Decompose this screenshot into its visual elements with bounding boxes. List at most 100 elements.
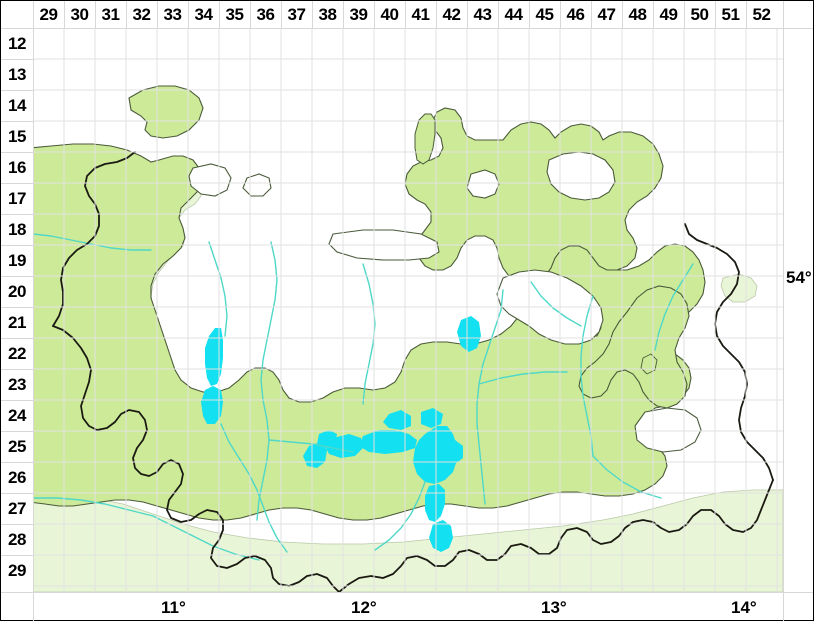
row-header-divider	[1, 183, 33, 184]
column-header-divider	[405, 1, 406, 28]
row-header-divider	[1, 307, 33, 308]
column-header-divider	[436, 1, 437, 28]
column-header-divider	[560, 1, 561, 28]
row-label-12: 12	[8, 34, 26, 53]
column-header-divider	[653, 1, 654, 28]
lake-mueritz-south-basin	[429, 520, 453, 552]
column-header-divider	[64, 1, 65, 28]
row-label-26: 26	[8, 468, 26, 487]
column-header-divider	[715, 1, 716, 28]
column-header-divider	[498, 1, 499, 28]
row-label-16: 16	[8, 158, 26, 177]
column-header-divider	[746, 1, 747, 28]
grid-lines	[33, 28, 783, 592]
row-label-23: 23	[8, 375, 26, 394]
row-header-divider	[1, 524, 33, 525]
column-label-32: 32	[132, 5, 151, 24]
map-svg	[33, 28, 783, 592]
column-label-42: 42	[442, 5, 461, 24]
lake-malchiner-see	[383, 410, 411, 430]
column-label-35: 35	[225, 5, 244, 24]
column-header-divider	[622, 1, 623, 28]
row-header-divider	[1, 152, 33, 153]
mainland-body	[33, 143, 706, 521]
row-header-divider	[1, 90, 33, 91]
state-border	[52, 151, 774, 592]
row-header-divider	[1, 276, 33, 277]
row-header-divider	[1, 493, 33, 494]
row-label-14: 14	[8, 96, 26, 115]
label-column-boundary	[33, 1, 34, 621]
column-label-47: 47	[597, 5, 616, 24]
column-label-30: 30	[70, 5, 89, 24]
column-label-29: 29	[39, 5, 58, 24]
row-label-20: 20	[8, 282, 26, 301]
column-label-34: 34	[194, 5, 213, 24]
lake-kummerower-see	[421, 408, 443, 428]
longitude-label-11deg: 11°	[161, 598, 186, 617]
column-header-divider	[374, 1, 375, 28]
river-west-tributary	[33, 233, 152, 251]
column-header-divider	[343, 1, 344, 28]
column-label-48: 48	[628, 5, 647, 24]
river-warnow-branch	[268, 439, 354, 453]
column-label-41: 41	[411, 5, 430, 24]
row-label-15: 15	[8, 127, 26, 146]
column-label-43: 43	[473, 5, 492, 24]
column-label-39: 39	[349, 5, 368, 24]
row-label-25: 25	[8, 437, 26, 456]
row-header-divider	[1, 369, 33, 370]
column-label-51: 51	[721, 5, 740, 24]
column-header-divider	[312, 1, 313, 28]
column-label-36: 36	[256, 5, 275, 24]
row-label-29: 29	[8, 561, 26, 580]
latitude-label: 54°	[786, 268, 812, 287]
column-header-divider	[591, 1, 592, 28]
column-label-52: 52	[752, 5, 771, 24]
row-header-divider	[1, 555, 33, 556]
row-header-divider	[1, 214, 33, 215]
plot-bottom-boundary	[1, 592, 813, 593]
row-label-17: 17	[8, 189, 26, 208]
lake-mueritz	[413, 426, 457, 484]
column-label-45: 45	[535, 5, 554, 24]
river-stepenitz	[208, 241, 228, 337]
column-label-44: 44	[504, 5, 523, 24]
island-usedom	[578, 285, 690, 409]
column-label-31: 31	[101, 5, 120, 24]
map-plot-area[interactable]	[33, 28, 783, 592]
column-label-50: 50	[690, 5, 709, 24]
plot-right-boundary	[783, 1, 784, 621]
row-label-19: 19	[8, 251, 26, 270]
column-header-divider	[281, 1, 282, 28]
row-label-21: 21	[8, 313, 26, 332]
river-mueritz-elde	[374, 481, 426, 551]
river-south-tributary	[33, 497, 154, 517]
column-header-divider	[250, 1, 251, 28]
border-southwest	[52, 325, 340, 592]
column-header-divider	[188, 1, 189, 28]
bay-wismar	[188, 163, 232, 197]
row-header-divider	[1, 431, 33, 432]
border-northwest	[52, 151, 136, 327]
column-header-divider	[126, 1, 127, 28]
column-header-divider	[529, 1, 530, 28]
island-ruegen	[404, 107, 664, 285]
column-label-33: 33	[163, 5, 182, 24]
river-peene-branch	[478, 371, 568, 385]
row-header-divider	[1, 338, 33, 339]
river-elde	[220, 423, 288, 553]
row-header-divider	[1, 400, 33, 401]
column-label-37: 37	[287, 5, 306, 24]
column-header-divider	[684, 1, 685, 28]
column-label-38: 38	[318, 5, 337, 24]
island-fehmarn	[128, 85, 204, 139]
river-warnow	[256, 241, 278, 521]
bay-jasmunder-bodden	[546, 151, 616, 201]
border-east	[684, 223, 774, 481]
row-header-divider	[1, 462, 33, 463]
row-header-divider	[1, 59, 33, 60]
row-header-divider	[1, 121, 33, 122]
river-randow	[654, 263, 694, 351]
river-trebel	[530, 281, 582, 327]
